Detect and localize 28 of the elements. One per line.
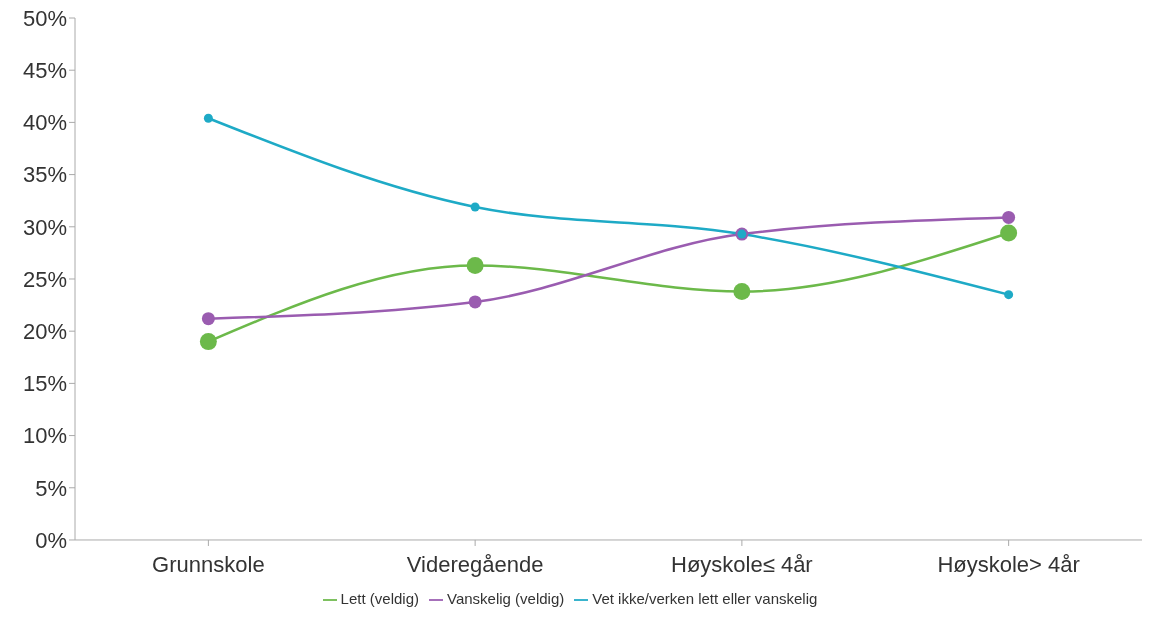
- point: [466, 256, 484, 274]
- y-tick-label: 0%: [35, 527, 67, 553]
- y-tick-label: 50%: [22, 5, 67, 31]
- y-tick-label: 25%: [22, 266, 67, 292]
- y-tick-label: 40%: [22, 110, 67, 136]
- y-tick-label: 45%: [22, 58, 67, 84]
- legend-label: Lett (veldig): [340, 589, 419, 607]
- point: [1002, 210, 1016, 224]
- y-tick-label: 5%: [35, 475, 67, 501]
- point: [1004, 290, 1014, 300]
- point: [1000, 224, 1018, 242]
- point: [733, 283, 751, 301]
- point: [470, 202, 480, 212]
- y-tick-label: 35%: [22, 162, 67, 188]
- y-tick-label: 30%: [22, 214, 67, 240]
- point: [203, 113, 213, 123]
- point: [201, 312, 215, 326]
- x-tick-label: Høyskole> 4år: [937, 551, 1080, 577]
- y-tick-label: 20%: [22, 318, 67, 344]
- y-tick-label: 10%: [22, 423, 67, 449]
- legend-label: Vet ikke/verken lett eller vanskelig: [592, 589, 818, 607]
- point: [468, 295, 482, 309]
- y-tick-label: 15%: [22, 371, 67, 397]
- x-tick-label: Høyskole≤ 4år: [671, 551, 813, 577]
- legend-label: Vanskelig (veldig): [446, 589, 565, 607]
- point: [199, 333, 217, 351]
- x-tick-label: Grunnskole: [152, 551, 265, 577]
- x-tick-label: Videregående: [406, 551, 544, 577]
